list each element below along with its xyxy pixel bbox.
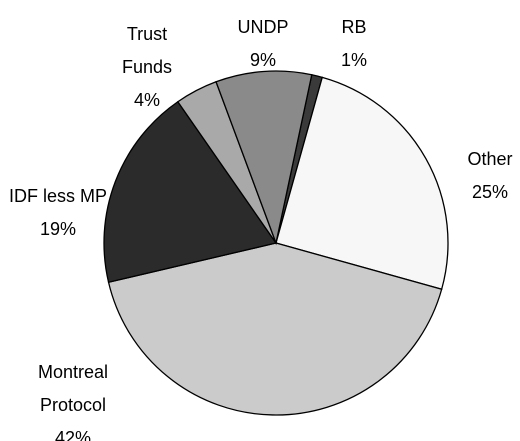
slice-name: Trust Funds — [121, 24, 173, 77]
pie-slice — [215, 70, 313, 246]
slice-name: Other — [467, 149, 513, 169]
slice-name: UNDP — [237, 17, 289, 37]
slice-name: RB — [341, 17, 367, 37]
slice-label: UNDP 9% — [228, 11, 298, 77]
pie-slice — [275, 76, 449, 291]
slice-value: 1% — [340, 50, 367, 70]
slice-value: 9% — [249, 50, 276, 70]
slice-label: Montreal Protocol 42% — [18, 356, 128, 441]
slice-name: IDF less MP — [8, 186, 107, 206]
slice-label: Trust Funds 4% — [112, 18, 182, 117]
slice-label: Other 25% — [454, 143, 520, 209]
pie-slice — [107, 242, 443, 416]
slice-value: 25% — [471, 182, 509, 202]
slice-label: RB 1% — [324, 11, 384, 77]
slice-value: 4% — [133, 90, 160, 110]
slice-value: 42% — [54, 428, 92, 441]
pie-slice — [103, 100, 278, 284]
slice-value: 19% — [39, 219, 77, 239]
slice-name: Montreal Protocol — [37, 362, 109, 415]
slice-label: IDF less MP 19% — [8, 180, 108, 246]
